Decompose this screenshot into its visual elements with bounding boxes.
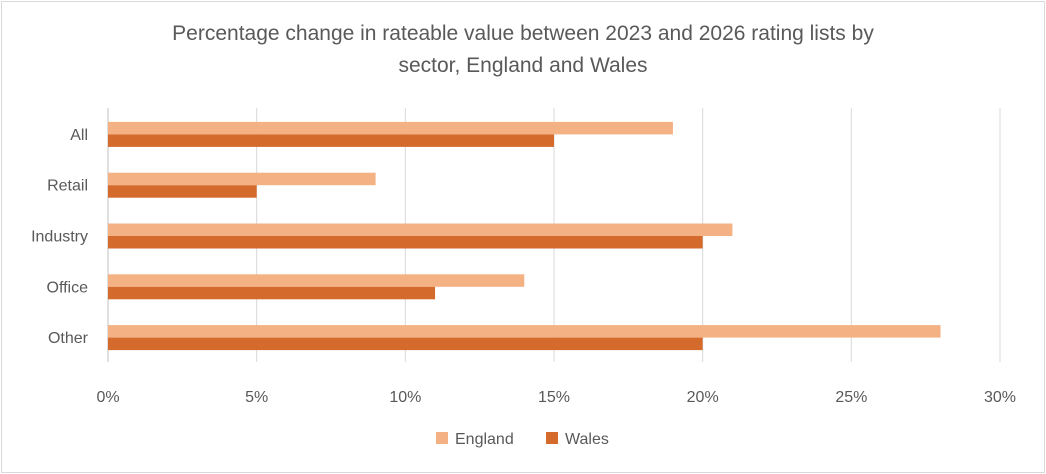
category-label-industry: Industry: [31, 229, 88, 246]
bar-wales-retail: [108, 185, 257, 198]
bar-wales-industry: [108, 236, 703, 249]
x-tick-label: 10%: [389, 389, 421, 406]
legend-swatch-england: [436, 432, 448, 444]
chart-title: Percentage change in rateable value betw…: [0, 18, 1046, 82]
x-tick-label: 20%: [687, 389, 719, 406]
bar-wales-other: [108, 337, 703, 351]
bar-england-industry: [108, 223, 733, 236]
bar-england-all: [108, 121, 673, 135]
bar-england-other: [108, 325, 941, 338]
bar-england-retail: [108, 172, 376, 186]
category-label-all: All: [70, 127, 88, 144]
chart-title-line-1: Percentage change in rateable value betw…: [172, 22, 874, 45]
bar-wales-all: [108, 134, 554, 147]
category-label-office: Office: [47, 279, 89, 296]
legend-label-england: England: [455, 431, 514, 448]
bar-england-office: [108, 274, 525, 287]
legend-label-wales: Wales: [565, 431, 609, 448]
x-tick-label: 15%: [538, 389, 570, 406]
chart-title-line-2: sector, England and Wales: [398, 54, 648, 77]
bar-wales-office: [108, 286, 436, 300]
category-label-other: Other: [48, 330, 89, 347]
legend-swatch-wales: [546, 432, 558, 444]
x-tick-label: 25%: [835, 389, 867, 406]
x-tick-label: 30%: [984, 389, 1016, 406]
x-tick-label: 5%: [245, 389, 268, 406]
category-label-retail: Retail: [47, 178, 88, 195]
x-tick-label: 0%: [96, 389, 119, 406]
